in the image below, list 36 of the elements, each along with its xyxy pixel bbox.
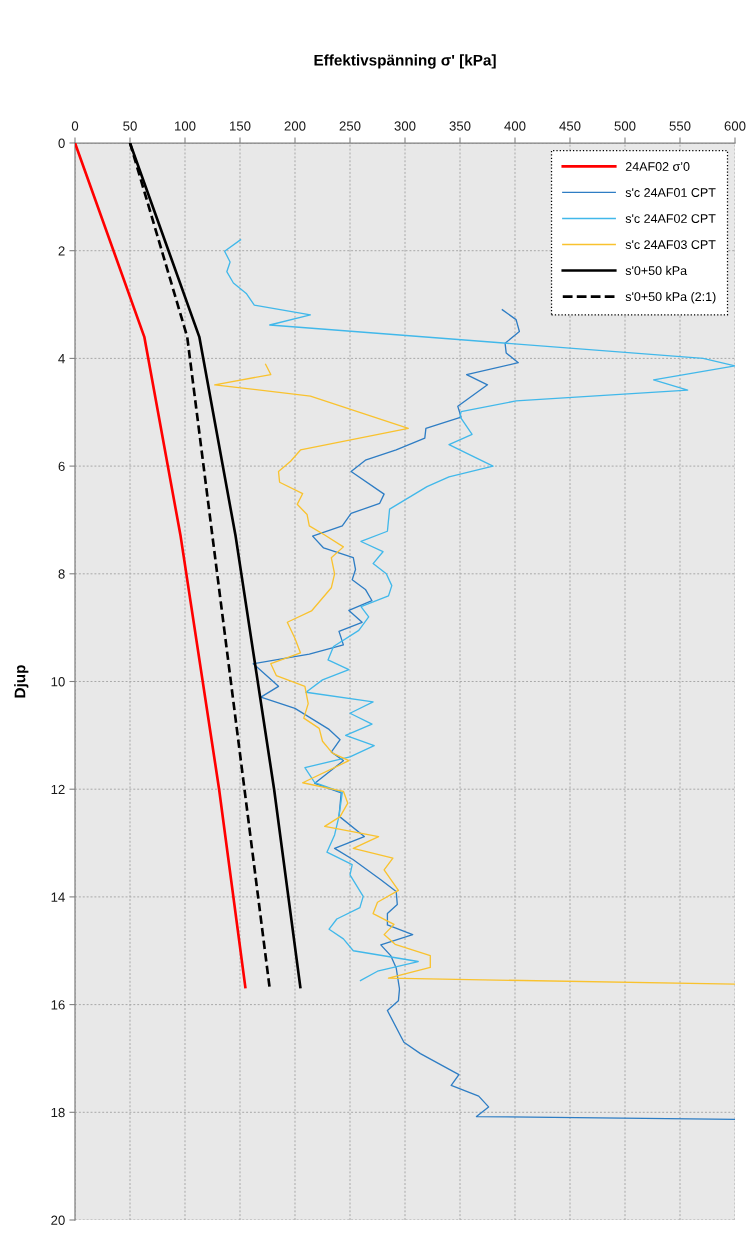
y-tick-label: 6: [58, 461, 65, 472]
x-tick-label: 400: [504, 121, 526, 131]
y-tick-label: 0: [58, 138, 65, 148]
line-series: [75, 143, 247, 990]
line-series: [252, 308, 735, 1120]
y-tick-label: 20: [51, 1215, 65, 1225]
x-tick-label: 100: [175, 121, 196, 131]
x-tick-label: 200: [284, 121, 306, 131]
line-series: [223, 238, 735, 982]
y-tick-label: 14: [51, 892, 65, 902]
y-tick-label: 4: [58, 354, 65, 364]
x-tick-label: 150: [230, 121, 251, 131]
legend-label: s'c 24AF02 CPT: [625, 214, 716, 223]
y-tick-label: 10: [51, 677, 65, 687]
legend-label: s'0+50 kPa: [625, 265, 688, 276]
x-tick-label: 500: [614, 121, 636, 131]
y-tick-label: 12: [51, 784, 65, 794]
y-tick-label: 2: [58, 246, 65, 256]
x-tick-label: 300: [394, 121, 416, 131]
x-tick-label: 250: [339, 121, 361, 131]
y-tick-label: 18: [51, 1107, 65, 1118]
y-tick-label: 8: [58, 569, 65, 579]
x-tick-label: 50: [123, 121, 137, 131]
y-axis-title: Djup: [14, 665, 29, 698]
legend-label: s'c 24AF03 CPT: [625, 240, 716, 250]
legend-label: s'0+50 kPa (2:1): [625, 291, 716, 304]
x-tick-label: 600: [724, 121, 746, 131]
line-series: [214, 363, 735, 985]
x-tick-label: 0: [71, 121, 79, 131]
x-tick-label: 350: [449, 121, 471, 131]
y-tick-label: 16: [51, 1000, 65, 1010]
x-axis-title: Effektivspänning σ' [kPa]: [314, 54, 496, 69]
legend-label: 24AF02 σ’0: [625, 162, 690, 171]
legend-label: s'c 24AF01 CPT: [625, 188, 716, 197]
x-tick-label: 550: [669, 121, 691, 131]
x-tick-label: 450: [559, 121, 581, 131]
